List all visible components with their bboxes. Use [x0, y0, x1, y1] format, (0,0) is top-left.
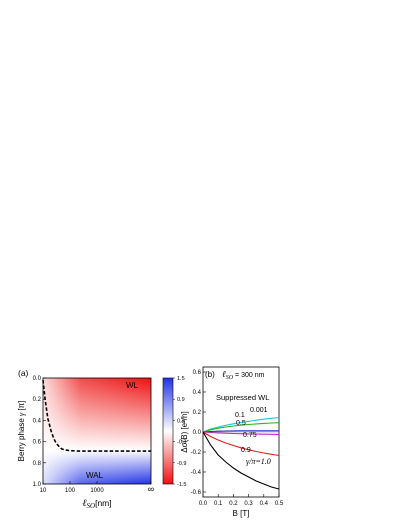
colorbar — [162, 377, 174, 485]
boundary-curve — [42, 380, 151, 452]
panel-a-label: (a) — [18, 368, 29, 378]
line-plot-y-tick-label: 0.6 — [193, 370, 202, 376]
line-plot-y-label: Δσ(B) [e²/h] — [180, 411, 189, 452]
heatmap-y-label: Berry phase γ [π] — [17, 401, 26, 462]
suppressed-wl-label: Suppressed WL — [216, 393, 269, 402]
colorbar-tick-label: -0.9 — [177, 461, 186, 467]
panel-b: (b) ℓSO = 300 nm Suppressed WL 0.6 0.4 0.2… — [180, 366, 284, 518]
line-plot-x-tick-label: 0.0 — [199, 501, 208, 507]
series-line-0.5 — [202, 430, 279, 433]
series-label-0.9: 0.9 — [241, 447, 251, 454]
colorbar-tick-label: 0.3 — [177, 418, 185, 424]
gamma-label: γ/π=1.0 — [246, 457, 271, 466]
series-label-0.001: 0.001 — [250, 407, 268, 414]
series-line-0.9 — [202, 431, 280, 457]
line-plot-series: 0.001 0.10.5 0.75 0.9 — [202, 407, 280, 490]
heatmap-y-tick-label: 0.0 — [33, 376, 42, 382]
line-plot-y-tick-label: -0.2 — [191, 450, 202, 456]
colorbar-tick-label: -1.5 — [177, 482, 186, 488]
lso-annotation: ℓSO = 300 nm — [222, 369, 265, 381]
series-line-0.001 — [202, 416, 280, 433]
heatmap-y-tick-label: 0.6 — [33, 440, 42, 446]
series-label-0.75: 0.75 — [243, 432, 257, 439]
line-plot-y-tick-label: -0.6 — [191, 490, 202, 496]
line-plot-y-tick-label: -0.4 — [191, 470, 202, 476]
line-plot-x-ticks: 0.0 0.1 0.2 0.3 0.4 0.5 — [199, 494, 284, 507]
heatmap-x-tick-label: ∞ — [148, 484, 154, 494]
region-label-wl: WL — [126, 381, 139, 390]
colorbar-tick-label: -0.3 — [177, 440, 186, 446]
series-label-0.5: 0.5 — [236, 420, 246, 427]
series-line-0.1 — [202, 422, 280, 433]
line-plot-x-tick-label: 0.1 — [214, 501, 223, 507]
colorbar-ticks: 1.5 0.9 0.3 -0.3 -0.9 -1.5 — [173, 376, 186, 488]
series-label-0.1: 0.1 — [235, 412, 245, 419]
heatmap-y-tick-label: 1.0 — [33, 482, 42, 488]
heatmap-x-ticks: 10 100 1000 ∞ — [40, 481, 154, 494]
heatmap-shading — [43, 378, 151, 484]
panel-b-label: (b) — [205, 370, 215, 379]
heatmap-y-tick-label: 0.2 — [33, 397, 42, 403]
line-plot-y-tick-label: 0.4 — [193, 390, 202, 396]
heatmap-y-ticks: 0.0 0.2 0.4 0.6 0.8 1.0 — [33, 376, 46, 488]
colorbar-tick-label: 1.5 — [177, 376, 185, 382]
line-plot-y-tick-label: 0.2 — [193, 410, 202, 416]
region-label-wal: WAL — [86, 471, 104, 480]
series-line-1.0 — [202, 431, 280, 490]
series-line-0.75 — [202, 431, 280, 435]
line-plot-x-tick-label: 0.5 — [275, 501, 284, 507]
heatmap-x-label: ℓSO[nm] — [82, 498, 111, 510]
heatmap-x-tick-label: 10 — [40, 488, 47, 494]
line-plot-x-label: B [T] — [233, 509, 250, 518]
heatmap-x-tick-label: 1000 — [90, 488, 104, 494]
colorbar-tick-label: 0.9 — [177, 397, 185, 403]
line-plot-x-tick-label: 0.2 — [229, 501, 238, 507]
heatmap-x-tick-label: 100 — [65, 488, 76, 494]
line-plot-x-tick-label: 0.3 — [244, 501, 253, 507]
line-plot-x-tick-label: 0.4 — [260, 501, 269, 507]
panel-a: (a) 0.0 0.2 0.4 0.6 0.8 1.0 10 100 1000 ∞ WL WAL… — [17, 368, 186, 510]
heatmap-y-tick-label: 0.4 — [33, 418, 42, 424]
line-plot-y-ticks: 0.6 0.4 0.2 0.0 -0.2 -0.4 -0.6 — [191, 370, 206, 496]
heatmap-y-tick-label: 0.8 — [33, 461, 42, 467]
line-plot-y-tick-label: 0.0 — [193, 430, 202, 436]
